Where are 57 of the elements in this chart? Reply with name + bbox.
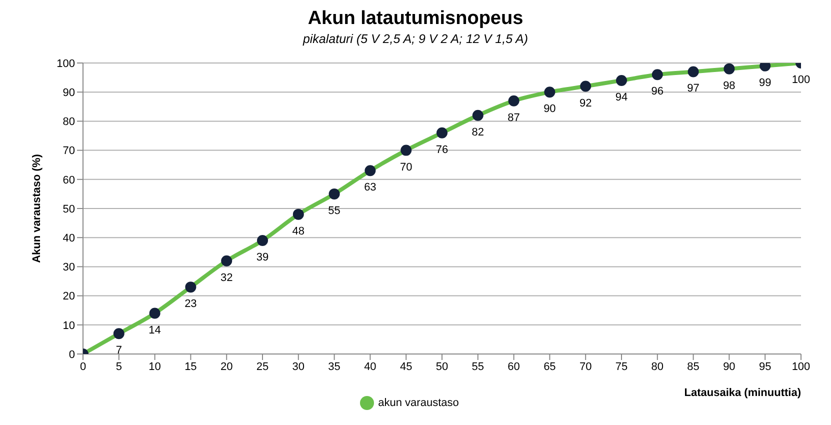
- x-tick-label: 70: [579, 360, 592, 373]
- legend-label: akun varaustaso: [378, 396, 459, 409]
- data-label: 76: [436, 144, 448, 156]
- x-tick-label: 40: [364, 360, 376, 373]
- y-tick-label: 10: [62, 320, 75, 332]
- x-tick-label: 15: [184, 360, 197, 373]
- data-label: 63: [364, 182, 376, 194]
- x-tick-label: 65: [544, 360, 556, 373]
- data-label: 97: [687, 82, 700, 95]
- y-tick-label: 100: [56, 58, 75, 70]
- x-tick-label: 50: [436, 360, 448, 373]
- x-tick-label: 35: [328, 360, 340, 373]
- data-label: 87: [508, 112, 520, 124]
- x-tick-label: 90: [723, 360, 736, 373]
- data-label: 92: [579, 97, 592, 110]
- y-tick-label: 20: [62, 290, 75, 303]
- x-tick-label: 10: [148, 360, 161, 373]
- data-label: 48: [292, 225, 305, 238]
- data-label: 98: [723, 80, 736, 92]
- y-tick-label: 80: [62, 116, 75, 128]
- x-tick-label: 20: [220, 360, 233, 373]
- data-label: 23: [184, 298, 197, 310]
- data-label: 82: [472, 126, 484, 138]
- x-tick-label: 60: [508, 360, 520, 373]
- data-label: 90: [544, 103, 556, 116]
- x-tick-label: 85: [687, 360, 700, 373]
- x-axis-title: Latausaika (minuuttia): [684, 387, 802, 399]
- data-label: 55: [328, 204, 340, 217]
- y-axis-title: Akun varaustaso (%): [30, 154, 43, 263]
- y-tick-label: 0: [68, 348, 75, 361]
- x-tick-label: 55: [472, 360, 484, 373]
- data-label: 7: [116, 344, 122, 357]
- x-tick-label: 80: [651, 360, 664, 373]
- data-label: 70: [400, 161, 412, 174]
- x-tick-label: 95: [758, 360, 772, 373]
- data-label: 14: [148, 324, 161, 336]
- data-label: 96: [651, 86, 664, 98]
- data-label: 94: [615, 91, 628, 104]
- x-tick-label: 45: [400, 360, 412, 373]
- x-tick-label: 25: [256, 360, 269, 373]
- data-label: 100: [792, 74, 810, 86]
- y-tick-label: 40: [62, 232, 75, 245]
- x-tick-label: 5: [116, 360, 122, 373]
- x-tick-label: 30: [292, 360, 305, 373]
- x-tick-label: 100: [792, 360, 810, 373]
- x-tick-label: 0: [80, 360, 86, 373]
- y-tick-label: 60: [62, 174, 75, 186]
- data-label: 32: [220, 272, 233, 284]
- data-label: 99: [758, 76, 772, 89]
- y-tick-label: 90: [62, 87, 75, 100]
- chart-subtitle: pikalaturi (5 V 2,5 A; 9 V 2 A; 12 V 1,5 A): [302, 32, 530, 48]
- y-tick-label: 50: [62, 203, 75, 216]
- x-tick-label: 75: [615, 360, 628, 373]
- chart-title: Akun latautumisnopeus: [306, 8, 524, 31]
- y-tick-label: 70: [62, 145, 75, 158]
- data-label: 39: [256, 252, 269, 264]
- y-tick-label: 30: [62, 262, 75, 274]
